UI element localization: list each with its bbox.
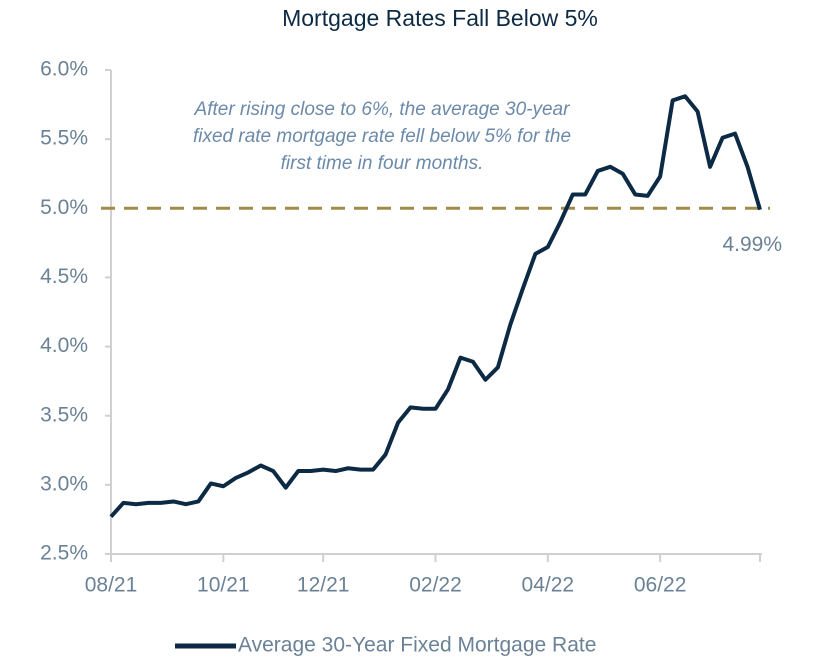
annotation: After rising close to 6%, the average 30… — [194, 99, 571, 120]
annotation: fixed rate mortgage rate fell below 5% f… — [193, 126, 571, 147]
x-tick-label: 06/22 — [634, 574, 687, 597]
x-tick-label: 02/22 — [409, 574, 462, 597]
y-tick-label: 4.0% — [40, 334, 88, 357]
y-tick-label: 5.5% — [40, 127, 88, 150]
x-tick-label: 04/22 — [522, 574, 575, 597]
y-tick-label: 4.5% — [40, 265, 88, 288]
x-tick-label: 08/21 — [85, 574, 138, 597]
annotation: first time in four months. — [281, 153, 484, 174]
y-tick-label: 3.0% — [40, 472, 88, 495]
y-tick-label: 3.5% — [40, 403, 88, 426]
y-tick-label: 6.0% — [40, 58, 88, 81]
x-tick-label: 12/21 — [297, 574, 350, 597]
data-label: 4.99% — [722, 233, 782, 256]
y-tick-label: 2.5% — [40, 542, 88, 565]
x-tick-label: 10/21 — [197, 574, 250, 597]
y-tick-label: 5.0% — [40, 196, 88, 219]
line — [109, 94, 762, 519]
legend-label: Average 30-Year Fixed Mortgage Rate — [238, 634, 596, 657]
chart-title: Mortgage Rates Fall Below 5% — [282, 5, 598, 31]
